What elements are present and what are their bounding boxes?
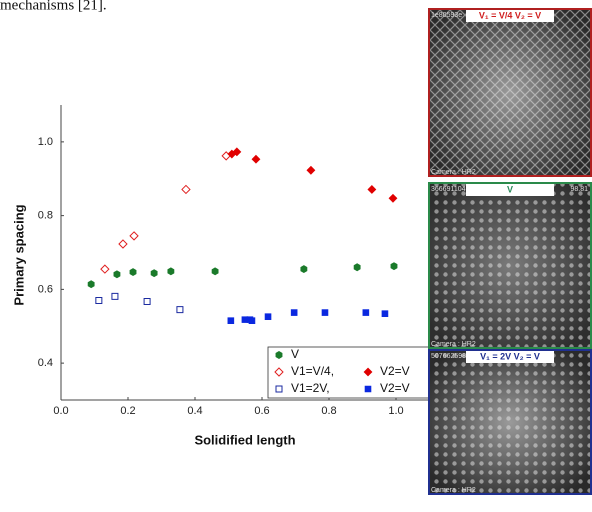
header-text: mechanisms [21].: [0, 0, 107, 13]
panel-texture: [428, 349, 592, 495]
data-point: [211, 267, 219, 276]
data-point: [300, 265, 308, 274]
panel-label: V: [507, 184, 513, 194]
data-point: [100, 264, 110, 274]
legend-label: V2=V: [380, 381, 410, 395]
legend-label: V: [291, 347, 299, 361]
data-point: [248, 317, 256, 325]
x-tick-label: 1.0: [388, 405, 403, 417]
data-point: [388, 193, 398, 203]
panel-camera: Camera : HR2: [431, 487, 476, 494]
panel-camera: Camera : HR2: [431, 341, 476, 348]
panel-border: [428, 349, 592, 495]
y-tick-label: 0.6: [38, 283, 53, 295]
data-point: [167, 267, 175, 276]
data-point: [181, 184, 191, 195]
data-point: [227, 317, 235, 325]
data-point: [321, 309, 329, 316]
data-point: [306, 165, 316, 175]
y-tick-label: 0.4: [38, 357, 53, 369]
data-point: [251, 154, 261, 164]
x-tick-label: 0.2: [120, 405, 135, 417]
data-point: [353, 263, 361, 272]
panel-texture: [428, 182, 592, 349]
data-point: [118, 239, 128, 249]
data-point: [87, 280, 95, 289]
legend-marker: [274, 367, 284, 377]
data-point: [111, 292, 119, 300]
data-point: [143, 298, 151, 306]
legend-label: V1=2V,: [291, 381, 330, 395]
legend-label: V2=V: [380, 364, 410, 378]
plot: 0.0 0.2 0.4 0.6 0.8 1.0 0.4 0.6 0.8 1.0 Solidified…: [11, 105, 431, 447]
y-tick-label: 0.8: [38, 210, 53, 222]
x-tick-label: 0.6: [254, 405, 269, 417]
y-axis-label: Primary spacing: [11, 204, 26, 305]
data-point: [367, 185, 377, 194]
data-point: [129, 268, 137, 276]
legend-marker: [275, 351, 283, 359]
x-tick-label: 0.4: [187, 405, 202, 417]
x-tick-label: 0.0: [53, 405, 68, 417]
legend-marker: [275, 385, 283, 393]
data-point: [232, 147, 242, 157]
panel-label-bg: [466, 10, 554, 22]
panel-id: 507662598: [431, 353, 466, 360]
data-point: [264, 313, 272, 320]
data-point: [290, 309, 298, 316]
data-point: [150, 269, 158, 278]
panel-label-bg: [466, 351, 554, 363]
legend-marker: [364, 385, 372, 393]
panel-id: 366691104: [431, 186, 466, 193]
x-axis-label: Solidified length: [194, 432, 295, 447]
panel-label: V₁ = V/4 V₂ = V: [479, 10, 541, 20]
panel-label: V₁ = 2V V₂ = V: [480, 351, 540, 361]
panel-camera: Camera : HR2: [431, 169, 476, 176]
panel-texture: [428, 8, 592, 177]
y-tick-label: 1.0: [38, 136, 53, 148]
legend-box: [267, 346, 431, 399]
panel-label-bg: [466, 184, 554, 196]
panel-extra: 98.81: [570, 186, 588, 193]
data-point: [129, 231, 139, 241]
x-tick-label: 0.8: [321, 405, 336, 417]
data-point: [390, 262, 398, 271]
data-point: [176, 306, 184, 314]
data-point: [381, 310, 389, 318]
image-panels: 1e80593e V₁ = V/4 V₂ = V Camera : HR2 36669…: [428, 8, 592, 495]
legend-marker: [363, 367, 373, 377]
data-point: [95, 296, 103, 304]
panel-border: [428, 182, 592, 349]
panel-border: [428, 8, 592, 177]
data-point: [362, 309, 370, 316]
data-point: [113, 270, 121, 279]
panel-id: 1e80593e: [431, 12, 462, 19]
legend-label: V1=V/4,: [291, 364, 334, 378]
